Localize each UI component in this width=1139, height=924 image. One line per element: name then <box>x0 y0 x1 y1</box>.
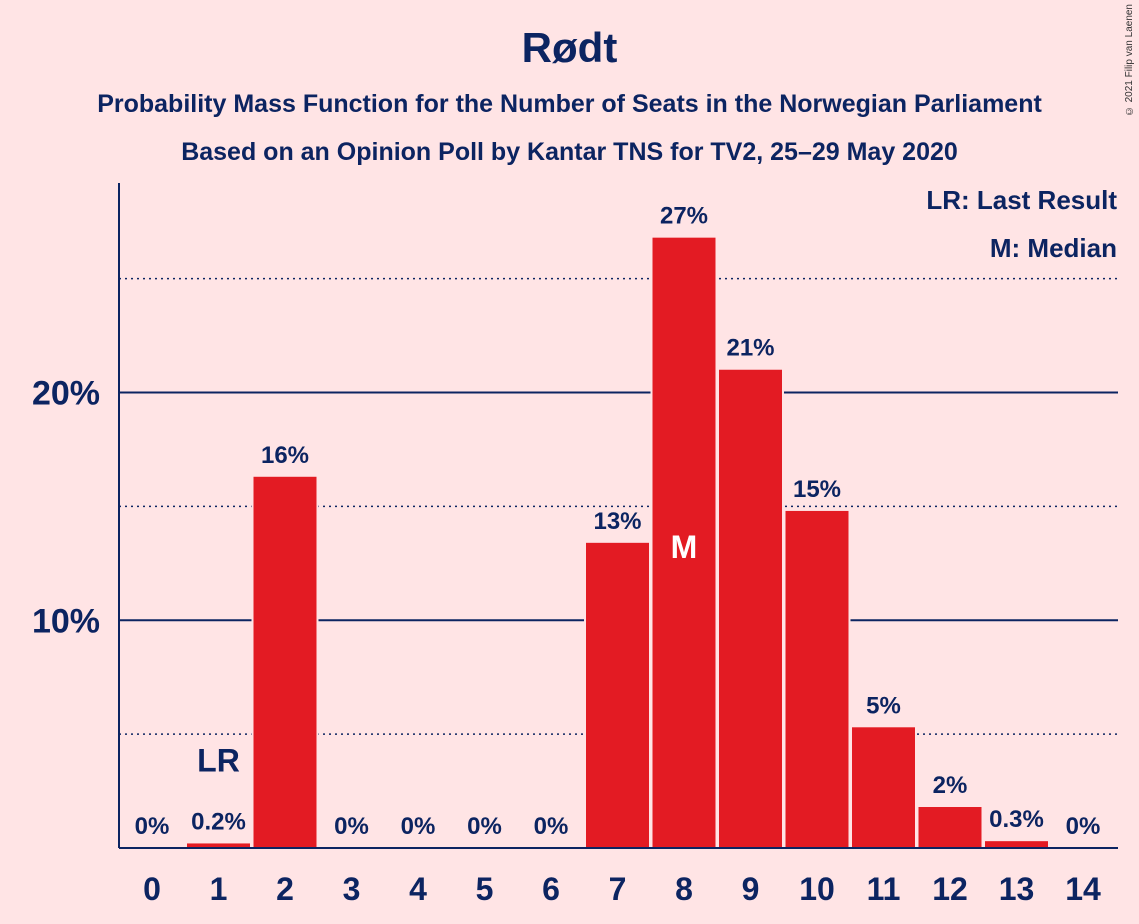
last-result-marker: LR <box>197 742 240 778</box>
x-tick-label: 4 <box>409 871 427 907</box>
data-label: 0.3% <box>989 806 1044 833</box>
legend-entry: M: Median <box>990 233 1117 263</box>
bar <box>253 476 317 848</box>
data-label: 13% <box>593 508 641 535</box>
bar <box>187 843 250 848</box>
x-tick-label: 0 <box>143 871 161 907</box>
data-label: 16% <box>261 442 309 469</box>
data-label: 21% <box>726 335 774 362</box>
median-marker: M <box>671 529 698 565</box>
bar <box>785 510 849 848</box>
data-label: 0% <box>534 813 569 840</box>
x-tick-label: 9 <box>742 871 760 907</box>
x-tick-label: 1 <box>210 871 228 907</box>
data-label: 0% <box>467 813 502 840</box>
x-tick-label: 13 <box>999 871 1035 907</box>
x-tick-label: 12 <box>932 871 968 907</box>
y-tick-label: 10% <box>32 602 100 640</box>
x-tick-label: 3 <box>343 871 361 907</box>
x-tick-label: 2 <box>276 871 294 907</box>
x-tick-label: 14 <box>1065 871 1101 907</box>
chart-title: Rødt <box>521 24 618 71</box>
data-label: 0% <box>135 813 170 840</box>
data-label: 0% <box>334 813 369 840</box>
chart-subtitle-2: Based on an Opinion Poll by Kantar TNS f… <box>181 138 958 166</box>
data-label: 0% <box>401 813 436 840</box>
x-tick-label: 10 <box>799 871 835 907</box>
bar <box>852 727 915 848</box>
bar <box>586 542 649 848</box>
y-tick-label: 20% <box>32 375 100 413</box>
bar <box>985 841 1048 848</box>
bar <box>719 369 782 848</box>
chart-subtitle-1: Probability Mass Function for the Number… <box>97 90 1042 118</box>
data-label: 2% <box>933 772 968 799</box>
x-tick-label: 7 <box>609 871 627 907</box>
x-tick-label: 11 <box>867 871 901 907</box>
bar <box>652 237 716 848</box>
data-label: 27% <box>660 203 708 230</box>
bar <box>918 807 982 848</box>
legend-entry: LR: Last Result <box>926 185 1117 215</box>
data-label: 0.2% <box>191 808 246 835</box>
x-tick-label: 8 <box>675 871 693 907</box>
x-tick-label: 6 <box>542 871 560 907</box>
data-label: 0% <box>1066 813 1101 840</box>
data-label: 15% <box>793 476 841 503</box>
x-tick-label: 5 <box>476 871 494 907</box>
data-label: 5% <box>866 692 901 719</box>
